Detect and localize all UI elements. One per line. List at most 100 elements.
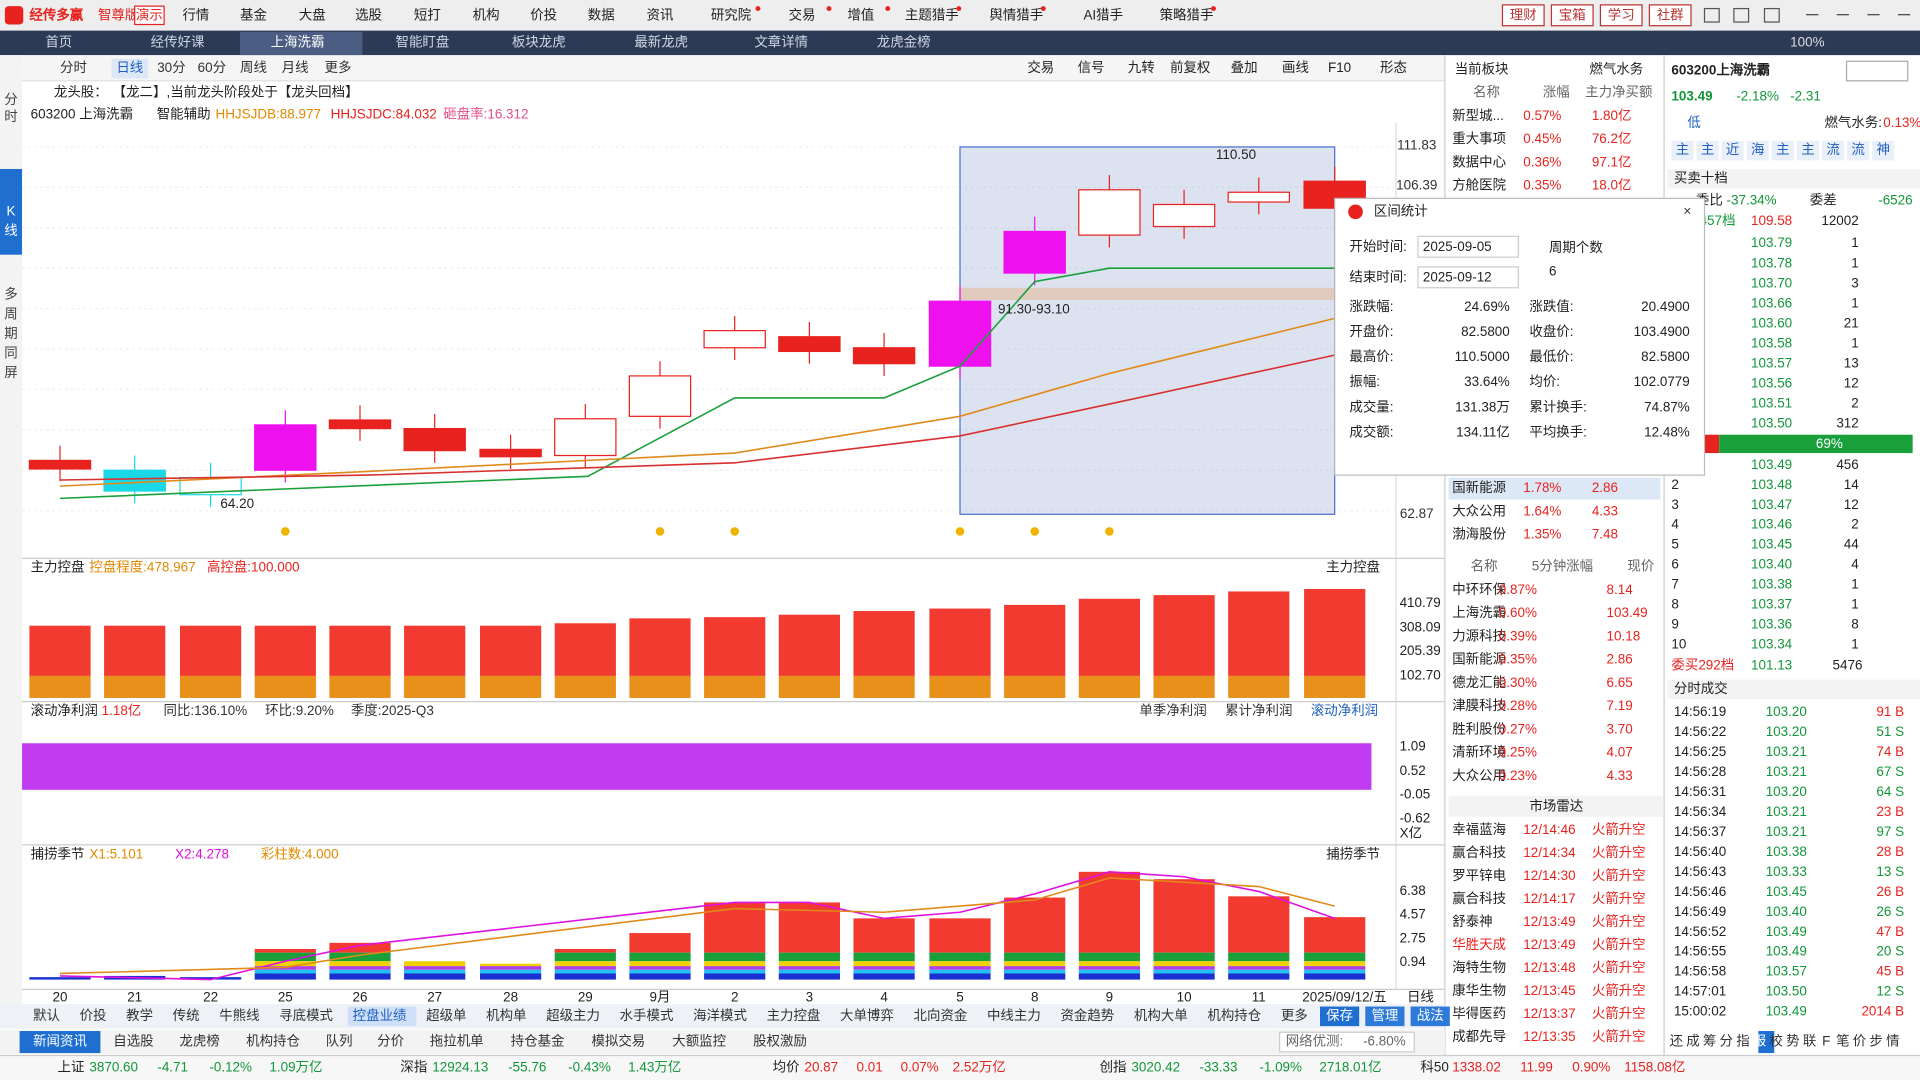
- period[interactable]: 周线: [240, 60, 267, 75]
- shortcut[interactable]: 海: [1751, 142, 1764, 157]
- side-tab[interactable]: 时: [4, 109, 17, 124]
- menu-item[interactable]: 交易: [789, 6, 816, 22]
- sector-cell[interactable]: 大众公用: [1452, 768, 1506, 783]
- menu-item[interactable]: 策略猎手: [1160, 6, 1214, 22]
- news-tab[interactable]: 队列: [326, 1034, 353, 1049]
- quote-tab[interactable]: 联: [1803, 1034, 1816, 1049]
- action-label[interactable]: 管理: [1371, 1008, 1398, 1023]
- tab[interactable]: 智能盯盘: [396, 33, 450, 49]
- sector-cell[interactable]: 渤海股份: [1452, 527, 1506, 542]
- shortcut[interactable]: 主: [1701, 142, 1714, 157]
- sector-cell[interactable]: 大众公用: [1452, 503, 1506, 518]
- sector-cell[interactable]: 上海洗霸: [1452, 605, 1506, 620]
- quote-tab[interactable]: 分: [1720, 1034, 1733, 1049]
- menu-item[interactable]: 数据: [588, 7, 615, 22]
- indicator-tab[interactable]: 主力控盘: [767, 1007, 821, 1023]
- side-tab[interactable]: 周: [4, 306, 17, 321]
- tab[interactable]: 文章详情: [754, 33, 808, 49]
- quote-tab[interactable]: 报: [1753, 1034, 1766, 1049]
- chart-tool[interactable]: 交易: [1027, 59, 1054, 75]
- menu-item[interactable]: 舆情猎手: [989, 7, 1043, 22]
- news-tab[interactable]: 龙虎榜: [179, 1033, 219, 1049]
- indicator-tab[interactable]: 大单博弈: [840, 1007, 894, 1023]
- tool-button-label[interactable]: 学习: [1608, 7, 1635, 22]
- indicator-tab[interactable]: 超级主力: [546, 1008, 600, 1023]
- menu-item[interactable]: 机构: [473, 7, 500, 22]
- menu-item[interactable]: 研究院: [711, 7, 751, 22]
- sector-cell[interactable]: 国新能源: [1452, 652, 1506, 667]
- side-tab[interactable]: 期: [4, 326, 17, 341]
- action-label[interactable]: 战法: [1417, 1008, 1444, 1023]
- period[interactable]: 更多: [325, 59, 352, 75]
- quote-tab[interactable]: 成: [1686, 1034, 1699, 1049]
- tab[interactable]: 首页: [45, 34, 72, 49]
- news-tab[interactable]: 持仓基金: [511, 1033, 565, 1049]
- menu-item[interactable]: AI猎手: [1083, 7, 1123, 22]
- quote-tab[interactable]: 指: [1736, 1034, 1749, 1049]
- action-label[interactable]: 保存: [1326, 1008, 1353, 1023]
- news-tab[interactable]: 分价: [377, 1034, 404, 1049]
- indicator-tab[interactable]: 控盘业绩: [353, 1007, 407, 1023]
- tool-button-label[interactable]: 理财: [1510, 7, 1537, 22]
- menu-item[interactable]: 主题猎手: [905, 7, 959, 22]
- indicator-tab[interactable]: 海洋模式: [693, 1008, 747, 1023]
- menu-item[interactable]: 行情: [182, 7, 209, 22]
- tool-button-label[interactable]: 宝箱: [1559, 7, 1586, 22]
- news-tab[interactable]: 机构持仓: [246, 1034, 300, 1049]
- quote-tab[interactable]: 还: [1670, 1034, 1684, 1049]
- sector-cell[interactable]: 津膜科技: [1452, 698, 1506, 713]
- period[interactable]: 30分: [157, 60, 185, 75]
- news-tab[interactable]: 自选股: [113, 1034, 153, 1049]
- period[interactable]: 月线: [282, 60, 309, 75]
- menu-item[interactable]: 基金: [240, 6, 267, 22]
- chart-tool[interactable]: F10: [1328, 60, 1351, 75]
- shortcut[interactable]: 神: [1877, 142, 1890, 157]
- chart-tool[interactable]: 前复权: [1170, 59, 1211, 75]
- panel-button[interactable]: 滚动净利润: [1311, 702, 1378, 718]
- sector-cell[interactable]: 重大事项: [1452, 131, 1506, 146]
- side-tab[interactable]: 同: [4, 345, 17, 360]
- shortcut[interactable]: 流: [1851, 142, 1864, 157]
- shortcut[interactable]: 主: [1676, 142, 1689, 157]
- side-tab[interactable]: 线: [4, 223, 17, 238]
- indicator-tab[interactable]: 水手模式: [620, 1008, 674, 1023]
- news-tab[interactable]: 模拟交易: [591, 1033, 645, 1049]
- chart-tool[interactable]: 九转: [1128, 60, 1155, 75]
- period[interactable]: 日线: [116, 60, 143, 75]
- panel-button[interactable]: 单季净利润: [1139, 703, 1206, 718]
- sector-cell[interactable]: 数据中心: [1452, 154, 1506, 169]
- tab[interactable]: 龙虎金榜: [877, 33, 931, 49]
- sector-cell[interactable]: 德龙汇能: [1452, 675, 1506, 690]
- indicator-tab[interactable]: 默认: [33, 1008, 60, 1023]
- menu-item[interactable]: 选股: [355, 7, 382, 22]
- chart-tool[interactable]: 形态: [1380, 60, 1407, 75]
- sector-cell[interactable]: 方舱医院: [1452, 178, 1506, 193]
- tab[interactable]: 板块龙虎: [512, 34, 566, 49]
- tab[interactable]: 最新龙虎: [634, 34, 688, 49]
- indicator-tab[interactable]: 更多: [1281, 1007, 1308, 1023]
- chart-tool[interactable]: 叠加: [1231, 60, 1258, 75]
- shortcut[interactable]: 主: [1801, 142, 1814, 157]
- indicator-tab[interactable]: 机构单: [486, 1008, 526, 1023]
- indicator-tab[interactable]: 北向资金: [914, 1008, 968, 1023]
- news-tab[interactable]: 拖拉机单: [430, 1034, 484, 1049]
- panel-button[interactable]: 累计净利润: [1225, 703, 1292, 718]
- indicator-tab[interactable]: 机构持仓: [1207, 1008, 1261, 1023]
- sector-cell[interactable]: 中环环保: [1452, 582, 1506, 597]
- tab[interactable]: 经传好课: [151, 34, 205, 49]
- quote-tab[interactable]: 笔: [1836, 1034, 1849, 1049]
- quote-tab[interactable]: F: [1822, 1034, 1830, 1049]
- tool-button-label[interactable]: 社群: [1657, 7, 1684, 22]
- period[interactable]: 分时: [60, 60, 87, 75]
- indicator-tab[interactable]: 寻底模式: [279, 1008, 333, 1023]
- menu-item[interactable]: 价投: [530, 7, 557, 22]
- sector-cell[interactable]: 胜利股份: [1452, 721, 1506, 736]
- news-tab[interactable]: 股权激励: [753, 1033, 807, 1049]
- sector-cell[interactable]: 国新能源: [1452, 480, 1506, 495]
- indicator-tab[interactable]: 中线主力: [987, 1008, 1041, 1023]
- sector-cell[interactable]: 力源科技: [1452, 628, 1506, 643]
- period[interactable]: 60分: [198, 60, 226, 75]
- menu-item[interactable]: 短打: [414, 6, 441, 22]
- side-tab[interactable]: 分: [4, 92, 17, 107]
- quote-tab[interactable]: 情: [1886, 1034, 1899, 1049]
